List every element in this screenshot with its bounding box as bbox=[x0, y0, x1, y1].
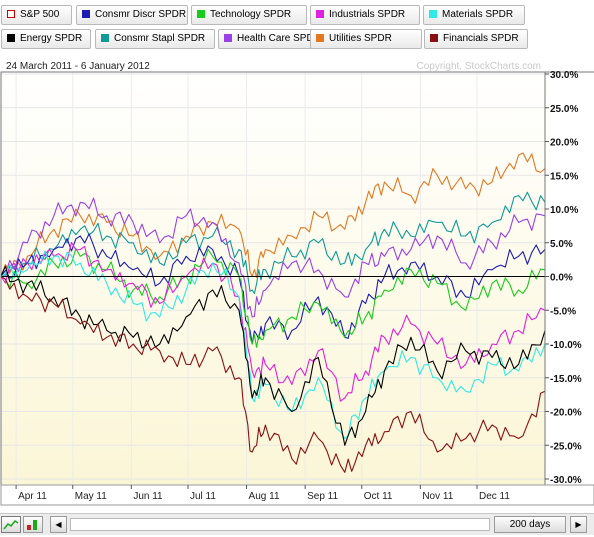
legend-label: Utilities SPDR bbox=[329, 33, 392, 44]
legend-swatch bbox=[101, 34, 109, 42]
y-tick-label: -15.0% bbox=[550, 374, 582, 385]
x-tick-label: Oct 11 bbox=[364, 491, 393, 502]
x-tick-label: Aug 11 bbox=[249, 491, 280, 502]
date-range-label: 24 March 2011 - 6 January 2012 bbox=[6, 61, 150, 72]
legend-label: Energy SPDR bbox=[20, 33, 83, 44]
legend-item-materials-spdr[interactable]: Materials SPDR bbox=[423, 5, 525, 25]
legend-swatch bbox=[7, 10, 15, 18]
legend-label: Industrials SPDR bbox=[329, 9, 406, 20]
x-axis: Apr 11 May 11 Jun 11 Jul 11 Aug 11 Sep 11 Oct … bbox=[15, 485, 510, 502]
x-axis-band bbox=[0, 484, 594, 506]
series-industrials-spdr bbox=[0, 241, 546, 402]
y-tick-label: -30.0% bbox=[550, 475, 582, 486]
y-tick-label: -20.0% bbox=[550, 408, 582, 419]
y-tick-label: 15.0% bbox=[550, 171, 578, 182]
legend-item-energy-spdr[interactable]: Energy SPDR bbox=[1, 29, 91, 49]
bottom-toolbar: ◀ 200 days ▶ bbox=[0, 513, 594, 535]
scrollbar-track[interactable] bbox=[70, 518, 490, 531]
x-tick-label: Apr 11 bbox=[18, 491, 47, 502]
x-tick-label: Jul 11 bbox=[190, 491, 216, 502]
line-chart-icon bbox=[3, 519, 19, 530]
legend: S&P 500 Consmr Discr SPDR Technology SPDR I… bbox=[0, 0, 594, 56]
legend-swatch bbox=[82, 10, 90, 18]
y-axis: 30.0% 25.0% 20.0% 15.0% 10.0% 5.0% 0.0% -5.0% -1… bbox=[545, 70, 582, 486]
legend-swatch bbox=[316, 10, 324, 18]
x-tick-label: Dec 11 bbox=[479, 491, 510, 502]
legend-item-technology-spdr[interactable]: Technology SPDR bbox=[191, 5, 307, 25]
y-tick-label: -10.0% bbox=[550, 340, 582, 351]
x-tick-label: May 11 bbox=[75, 491, 107, 502]
y-tick-label: 5.0% bbox=[550, 239, 573, 250]
y-tick-label: 10.0% bbox=[550, 205, 578, 216]
legend-label: Health Care SPDR bbox=[237, 33, 321, 44]
series-consmr-stapl-spdr bbox=[0, 191, 546, 294]
legend-item-utilities-spdr[interactable]: Utilities SPDR bbox=[310, 29, 422, 49]
series-financials-spdr bbox=[0, 276, 546, 473]
y-tick-label: -5.0% bbox=[550, 306, 576, 317]
scroll-left-button[interactable]: ◀ bbox=[50, 516, 67, 533]
y-tick-label: 20.0% bbox=[550, 138, 578, 149]
range-selector[interactable]: 200 days bbox=[494, 516, 566, 533]
x-tick-label: Nov 11 bbox=[422, 491, 453, 502]
legend-item-consmr-discr-spdr[interactable]: Consmr Discr SPDR bbox=[76, 5, 188, 25]
series-health-care-spdr bbox=[0, 197, 546, 318]
y-tick-label: -25.0% bbox=[550, 441, 582, 452]
y-tick-label: 30.0% bbox=[550, 70, 578, 81]
legend-item-consmr-stapl-spdr[interactable]: Consmr Stapl SPDR bbox=[95, 29, 215, 49]
legend-swatch bbox=[430, 34, 438, 42]
legend-swatch bbox=[224, 34, 232, 42]
y-tick-label: 25.0% bbox=[550, 104, 578, 115]
legend-label: Consmr Discr SPDR bbox=[95, 9, 187, 20]
legend-swatch bbox=[197, 10, 205, 18]
legend-swatch bbox=[7, 34, 15, 42]
legend-swatch bbox=[316, 34, 324, 42]
legend-item-health-care-spdr[interactable]: Health Care SPDR bbox=[218, 29, 332, 49]
legend-item-s-p-500[interactable]: S&P 500 bbox=[1, 5, 72, 25]
legend-label: Financials SPDR bbox=[443, 33, 519, 44]
performance-chart: 24 March 2011 - 6 January 2012 Copyright… bbox=[0, 61, 594, 506]
x-tick-label: Sep 11 bbox=[307, 491, 338, 502]
series-technology-spdr bbox=[0, 248, 546, 348]
legend-swatch bbox=[429, 10, 437, 18]
legend-label: Consmr Stapl SPDR bbox=[114, 33, 206, 44]
bar-chart-toggle[interactable] bbox=[23, 516, 43, 533]
bar-chart-icon bbox=[27, 520, 37, 530]
series-materials-spdr bbox=[0, 250, 546, 440]
y-tick-label: 0.0% bbox=[550, 273, 573, 284]
watermark: Copyright, StockCharts.com bbox=[417, 61, 542, 72]
legend-label: S&P 500 bbox=[20, 9, 60, 20]
legend-item-financials-spdr[interactable]: Financials SPDR bbox=[424, 29, 528, 49]
legend-item-industrials-spdr[interactable]: Industrials SPDR bbox=[310, 5, 420, 25]
series-consmr-discr-spdr bbox=[0, 233, 546, 345]
series-layer bbox=[0, 152, 546, 473]
legend-label: Technology SPDR bbox=[210, 9, 292, 20]
x-tick-label: Jun 11 bbox=[133, 491, 163, 502]
legend-label: Materials SPDR bbox=[442, 9, 514, 20]
scroll-right-button[interactable]: ▶ bbox=[570, 516, 587, 533]
line-chart-toggle[interactable] bbox=[1, 516, 21, 533]
